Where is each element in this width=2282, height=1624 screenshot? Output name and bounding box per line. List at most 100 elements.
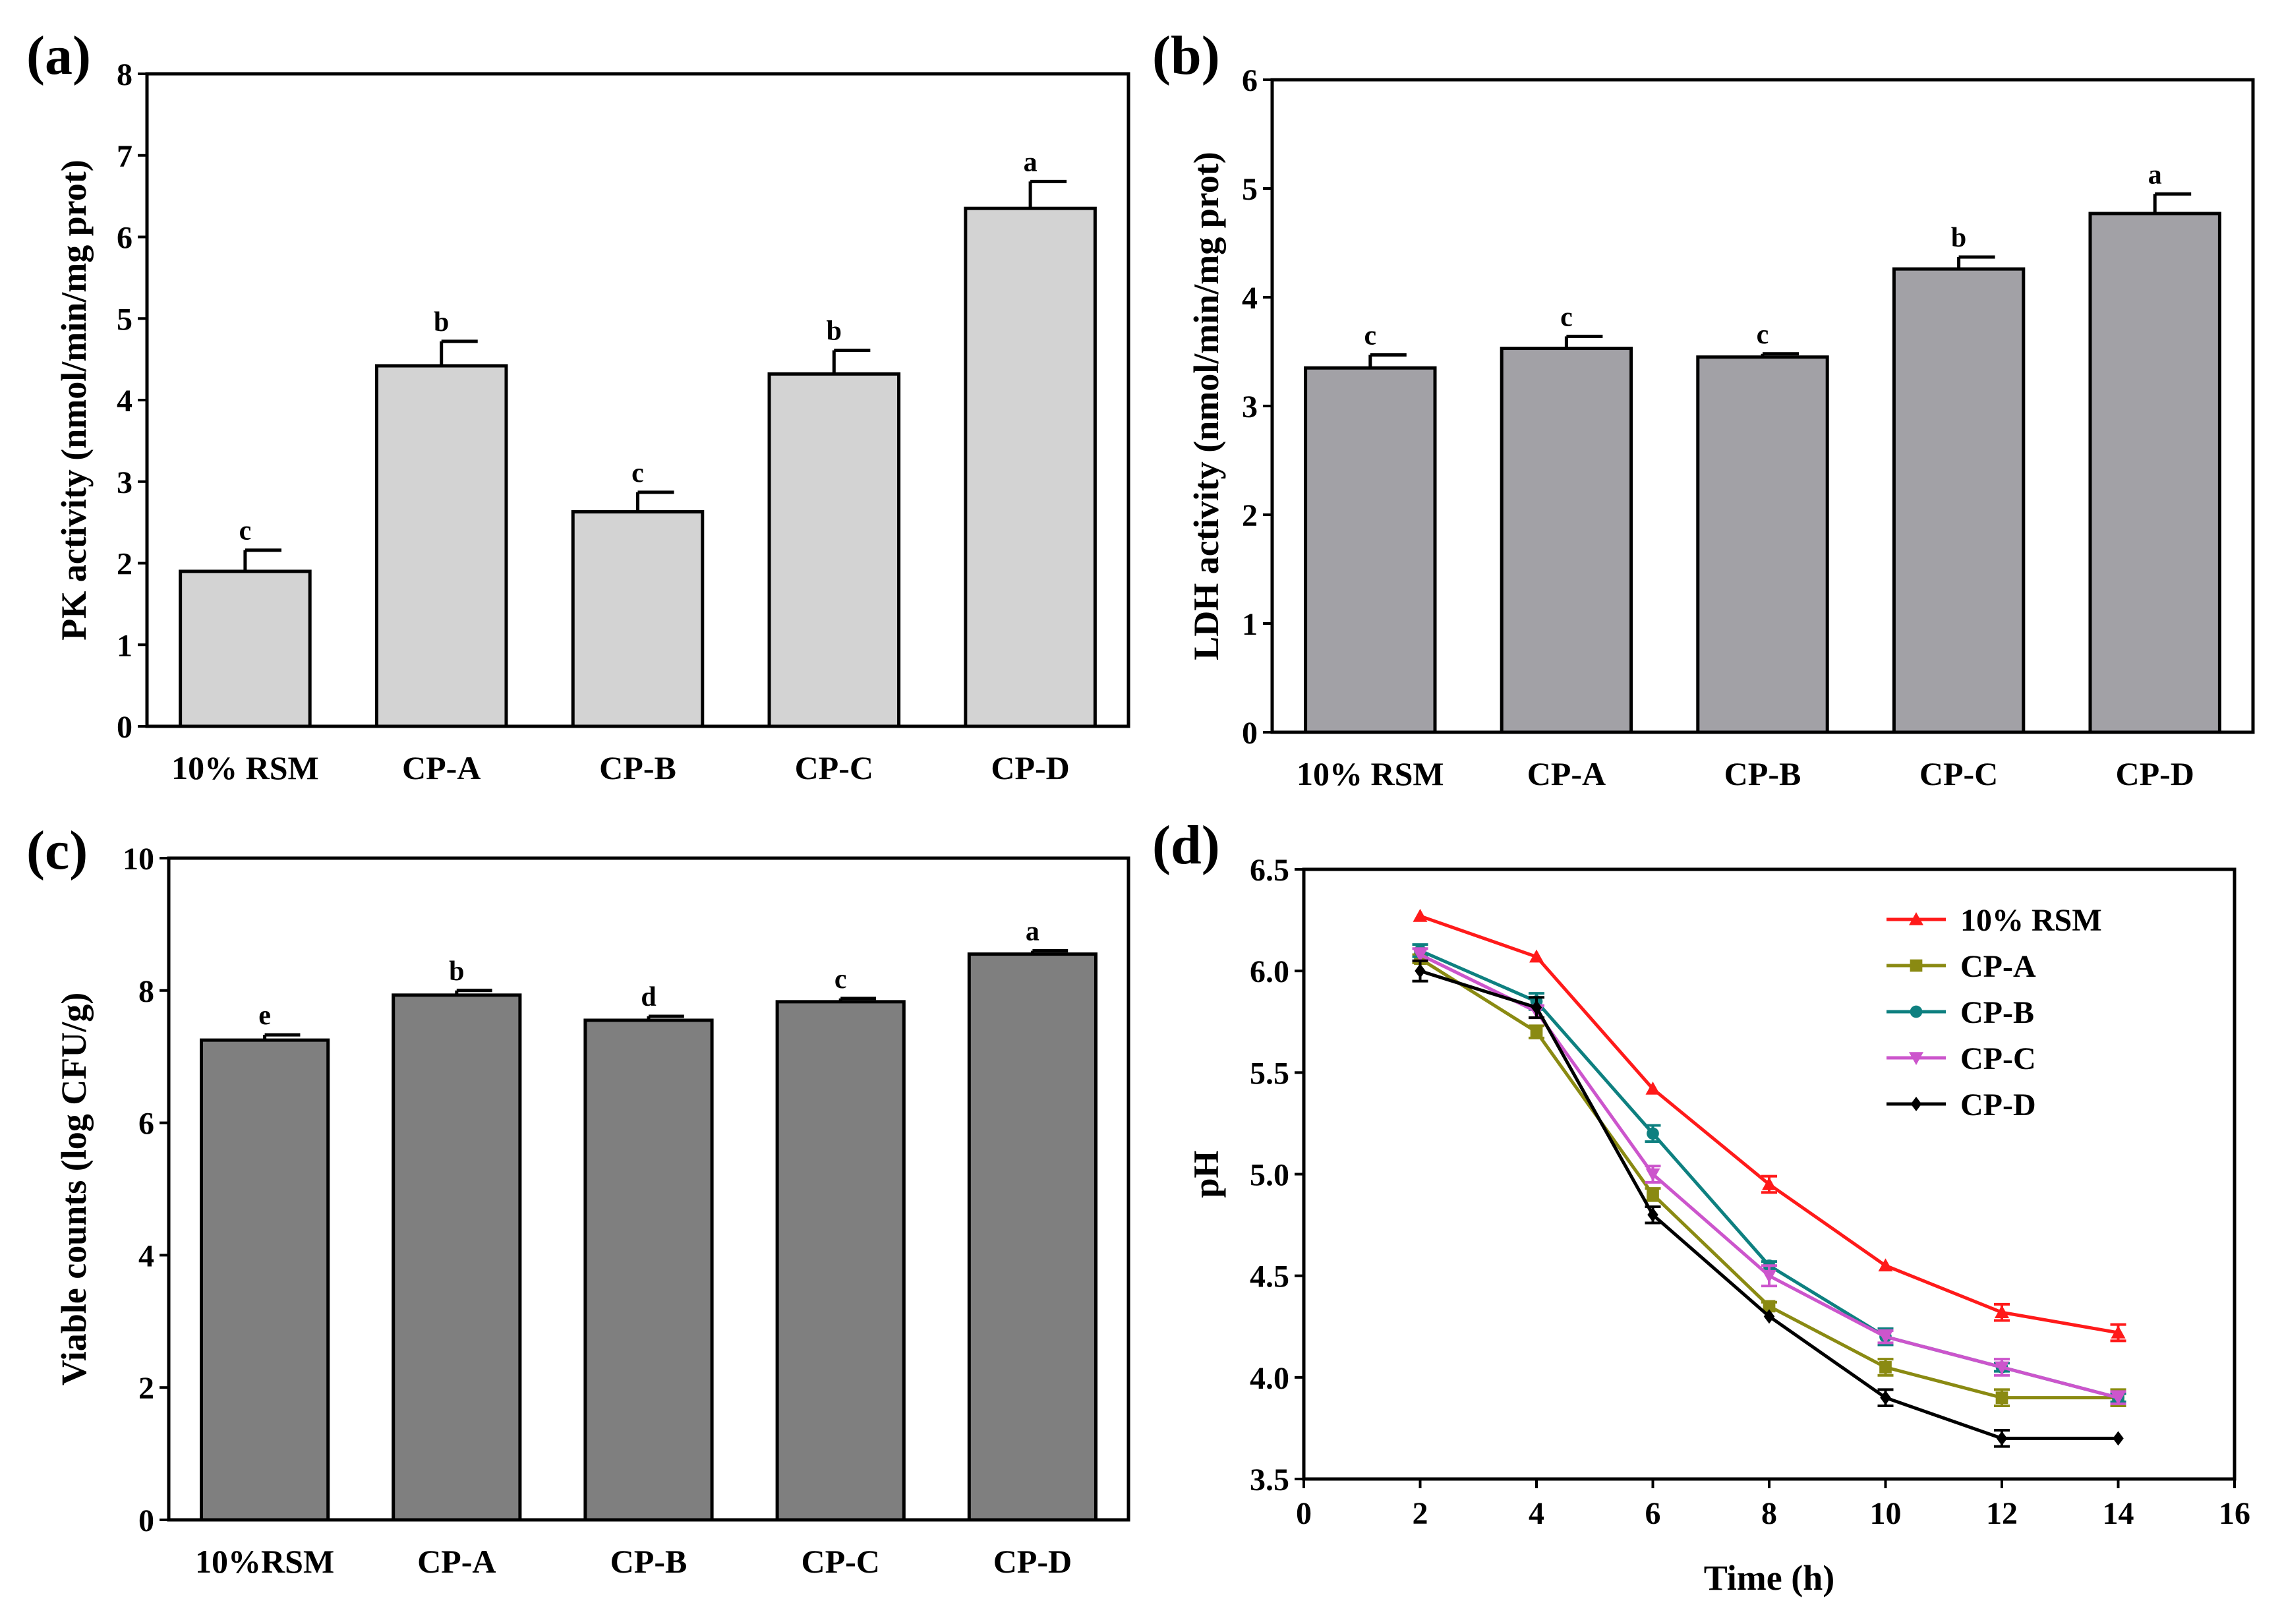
y-axis-title: Viable counts (log CFU/g) [54,993,94,1385]
category-label: 10% RSM [1297,755,1444,792]
x-tick-label: 16 [2219,1496,2250,1531]
panel-c-label: (c) [26,820,88,881]
data-point [1645,1168,1660,1182]
x-tick-label: 0 [1296,1496,1312,1531]
data-point [1880,1390,1891,1405]
bar [1304,366,1437,734]
data-point [1645,1082,1660,1095]
significance-label: c [239,516,252,546]
x-tick-label: 2 [1413,1496,1428,1531]
significance-label: c [631,458,644,488]
data-point [1996,1431,2008,1446]
bar [571,510,705,728]
x-tick-label: 4 [1529,1496,1544,1531]
x-tick-label: 6 [1645,1496,1661,1531]
y-tick-label: 1 [1242,607,1258,642]
significance-label: b [434,307,449,337]
significance-label: e [258,1000,271,1031]
bar [374,364,508,728]
significance-label: a [1026,917,1039,947]
data-point [1762,1176,1776,1190]
panel-c-viable-counts: (c) 0 2 4 6 8 10 Viable counts (log CFU/g) e 10%… [26,820,1130,1580]
category-label: CP-B [1724,755,1801,792]
y-tick-label: 5.0 [1250,1158,1289,1193]
legend-label: CP-C [1960,1041,2036,1076]
category-label: CP-D [2115,755,2194,792]
y-tick-label: 2 [1242,498,1258,533]
data-point [1995,1361,2009,1375]
x-axis-title: Time (h) [1704,1558,1835,1598]
y-tick-label: 6 [1242,63,1258,98]
bar [583,1018,714,1522]
y-tick-label: 6 [117,221,132,256]
significance-label: a [2148,160,2162,190]
bar [964,206,1097,728]
significance-label: a [1024,147,1038,177]
data-point [2113,1431,2124,1446]
y-tick-label: 5 [1242,172,1258,207]
data-point [1995,1305,2009,1318]
data-point [1878,1331,1893,1345]
significance-label: c [1560,302,1573,332]
category-label: CP-A [1527,755,1606,792]
significance-label: c [1364,320,1376,351]
y-tick-label: 6.5 [1250,853,1289,888]
y-tick-label: 3 [117,465,132,500]
panel-d-label: (d) [1152,815,1220,876]
y-tick-label: 0 [117,710,132,745]
category-label: CP-B [610,1543,688,1580]
bar [2088,212,2221,734]
data-point [1762,1269,1776,1283]
legend-marker [1910,1005,1923,1018]
legend-marker [1910,959,1923,972]
bar [200,1038,330,1522]
bar [392,993,522,1522]
significance-label: c [1757,320,1769,350]
category-label: CP-A [417,1543,496,1580]
data-point [1878,1258,1893,1272]
data-point [1647,1127,1659,1140]
y-axis-title: LDH activity (nmol/min/mg prot) [1186,152,1226,660]
data-point [1530,1026,1543,1039]
category-label: CP-C [795,749,873,786]
category-label: CP-D [993,1543,1072,1580]
category-label: CP-A [402,749,481,786]
y-tick-label: 3 [1242,390,1258,424]
significance-label: b [449,956,464,987]
y-tick-label: 1 [117,628,132,663]
x-tick-label: 10 [1870,1496,1902,1531]
significance-label: b [1951,223,1966,253]
y-tick-label: 10 [123,842,154,877]
significance-label: b [827,316,842,347]
y-tick-label: 2 [117,547,132,582]
y-tick-label: 7 [117,139,132,174]
significance-label: c [834,964,847,995]
category-label: 10% RSM [171,749,319,786]
legend-label: CP-A [1960,949,2036,984]
bar [1892,267,2026,734]
category-label: CP-D [991,749,1069,786]
y-tick-label: 5.5 [1250,1056,1289,1091]
category-label: CP-C [801,1543,879,1580]
y-axis-title: PK activity (nmol/min/mg prot) [54,160,94,640]
y-tick-label: 6.0 [1250,954,1289,989]
y-tick-label: 4 [138,1238,154,1273]
data-point [1413,908,1428,922]
panel-b-label: (b) [1152,25,1220,86]
data-point [1995,1391,2008,1405]
bar [1500,347,1633,734]
bar [767,372,901,728]
data-point [2111,1391,2126,1405]
category-label: 10%RSM [195,1543,334,1580]
y-axis-title: pH [1186,1150,1226,1198]
y-tick-label: 4 [117,384,132,419]
x-tick-label: 8 [1761,1496,1777,1531]
y-tick-label: 4.5 [1250,1260,1289,1294]
data-point [1647,1188,1659,1201]
legend-label: CP-D [1960,1088,2036,1122]
y-tick-label: 8 [138,974,154,1009]
data-point [1415,964,1426,979]
bar [1696,355,1829,734]
data-point [1647,1207,1658,1223]
panel-d-ph-time: (d) 3.5 4.0 4.5 5.0 5.5 6.0 6.5 0 2 4 6 8 10 12 14 16 Ti… [1152,815,2250,1598]
